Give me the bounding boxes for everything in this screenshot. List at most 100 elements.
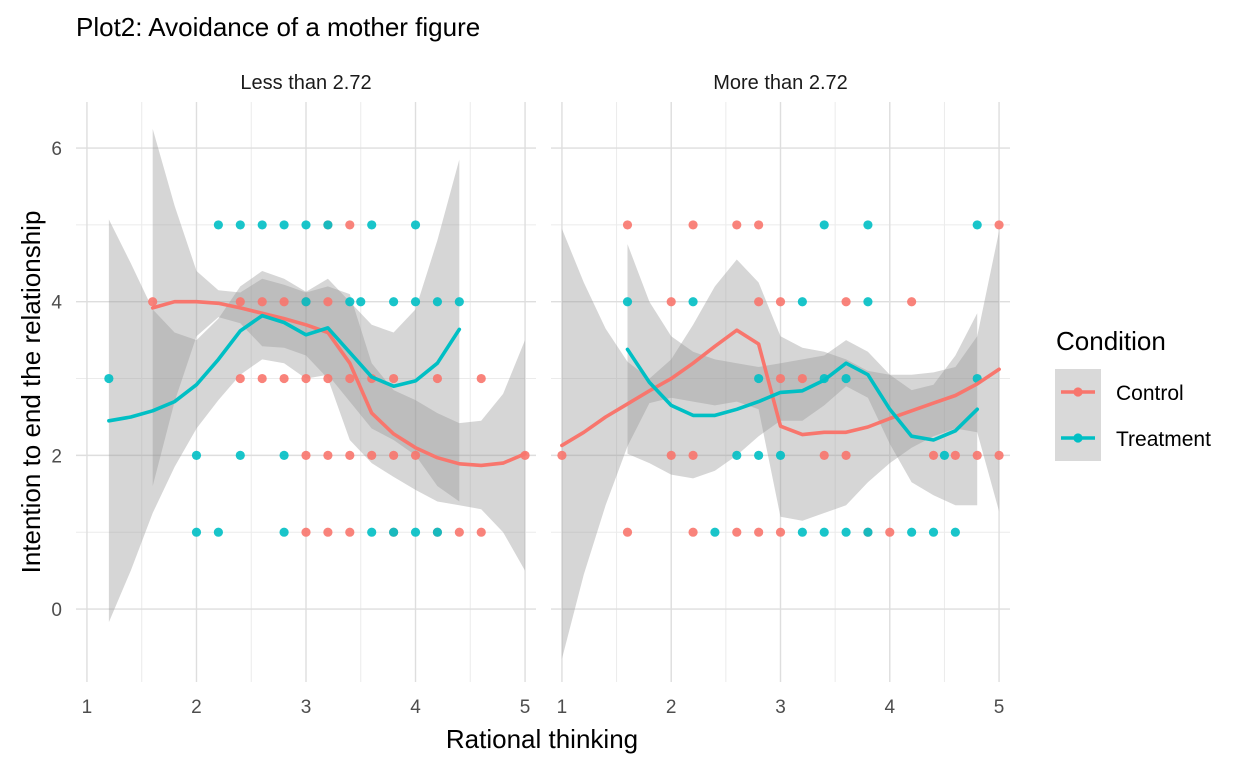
data-point xyxy=(301,373,311,384)
data-point xyxy=(994,450,1004,460)
data-point xyxy=(345,297,355,307)
data-point xyxy=(257,297,267,307)
data-point xyxy=(345,527,355,537)
data-point xyxy=(754,297,764,307)
data-point xyxy=(191,450,202,460)
data-point xyxy=(939,450,950,460)
data-point xyxy=(907,297,917,307)
data-point xyxy=(819,450,829,460)
panel-1: Less than 2.72 1 2 3 4 5 0 2 4 6 xyxy=(51,72,536,718)
data-point xyxy=(367,450,377,460)
panels-layer: Less than 2.72 1 2 3 4 5 0 2 4 6 More than 2.72 1 2 3… xyxy=(51,72,1010,718)
data-point xyxy=(885,527,895,537)
legend-label: Treatment xyxy=(1116,428,1211,451)
data-point xyxy=(301,297,311,307)
y-tick-label: 4 xyxy=(51,293,62,314)
points-treatment xyxy=(104,220,464,537)
panel-strip-label: Less than 2.72 xyxy=(240,72,371,94)
data-point xyxy=(666,450,676,460)
data-point xyxy=(863,220,873,230)
panel-2: More than 2.72 1 2 3 4 5 xyxy=(551,72,1010,718)
data-point xyxy=(213,220,223,230)
x-tick-label: 4 xyxy=(410,697,421,718)
data-point xyxy=(356,297,366,307)
data-point xyxy=(410,450,421,460)
data-point xyxy=(622,527,633,537)
data-point xyxy=(863,527,873,537)
data-point xyxy=(323,527,333,537)
data-point xyxy=(301,220,311,230)
data-point xyxy=(928,450,939,460)
smooth-line-control xyxy=(150,299,527,468)
data-point xyxy=(279,373,289,384)
chart-title: Plot2: Avoidance of a mother figure xyxy=(76,12,480,42)
data-point xyxy=(994,220,1004,230)
points-control xyxy=(557,220,1004,537)
data-point xyxy=(688,527,698,537)
data-point xyxy=(688,450,698,460)
data-point xyxy=(819,220,829,230)
data-point xyxy=(775,527,786,537)
data-point xyxy=(235,373,245,384)
points-control xyxy=(148,220,530,537)
data-point xyxy=(367,527,377,537)
legend-key-background xyxy=(1055,369,1101,461)
legend-key-point xyxy=(1073,387,1083,397)
data-point xyxy=(345,373,355,384)
data-point xyxy=(557,450,567,460)
data-point xyxy=(841,373,851,384)
data-point xyxy=(389,297,399,307)
data-point xyxy=(389,373,399,384)
grid-lines xyxy=(551,102,1010,682)
data-point xyxy=(301,527,311,537)
data-point xyxy=(622,220,633,230)
data-point xyxy=(688,220,698,230)
smooth-line-treatment xyxy=(625,347,979,442)
data-point xyxy=(323,450,333,460)
data-point xyxy=(104,373,114,384)
data-point xyxy=(235,220,245,230)
data-point xyxy=(841,297,851,307)
x-tick-label: 3 xyxy=(775,697,786,718)
data-point xyxy=(754,373,764,384)
data-point xyxy=(257,373,267,384)
data-point xyxy=(235,297,245,307)
data-point xyxy=(148,297,158,307)
x-axis-title: Rational thinking xyxy=(446,724,638,754)
data-point xyxy=(622,297,633,307)
data-point xyxy=(279,527,289,537)
smooth-line-control xyxy=(560,328,1001,448)
legend: Condition Control Treatment xyxy=(1055,326,1211,461)
data-point xyxy=(666,297,676,307)
data-point xyxy=(710,527,720,537)
data-point xyxy=(257,220,267,230)
data-point xyxy=(345,450,355,460)
legend-label: Control xyxy=(1116,382,1184,405)
data-point xyxy=(410,297,421,307)
x-tick-label: 3 xyxy=(301,697,312,718)
data-point xyxy=(410,220,421,230)
data-point xyxy=(454,297,464,307)
data-point xyxy=(775,373,786,384)
smooth-line-treatment xyxy=(107,313,462,423)
data-point xyxy=(754,220,764,230)
data-point xyxy=(972,220,982,230)
data-point xyxy=(907,527,917,537)
data-point xyxy=(279,450,289,460)
data-point xyxy=(841,450,851,460)
data-point xyxy=(775,450,786,460)
confidence-band-control xyxy=(561,228,1000,660)
data-point xyxy=(367,220,377,230)
data-point xyxy=(732,527,742,537)
data-point xyxy=(797,527,807,537)
data-point xyxy=(950,450,960,460)
confidence-band-treatment xyxy=(108,159,460,623)
y-tick-label: 0 xyxy=(51,600,62,621)
x-tick-label: 1 xyxy=(82,697,93,718)
x-tick-label: 2 xyxy=(666,697,677,718)
data-point xyxy=(323,297,333,307)
data-point xyxy=(279,220,289,230)
data-point xyxy=(754,450,764,460)
data-point xyxy=(432,373,443,384)
